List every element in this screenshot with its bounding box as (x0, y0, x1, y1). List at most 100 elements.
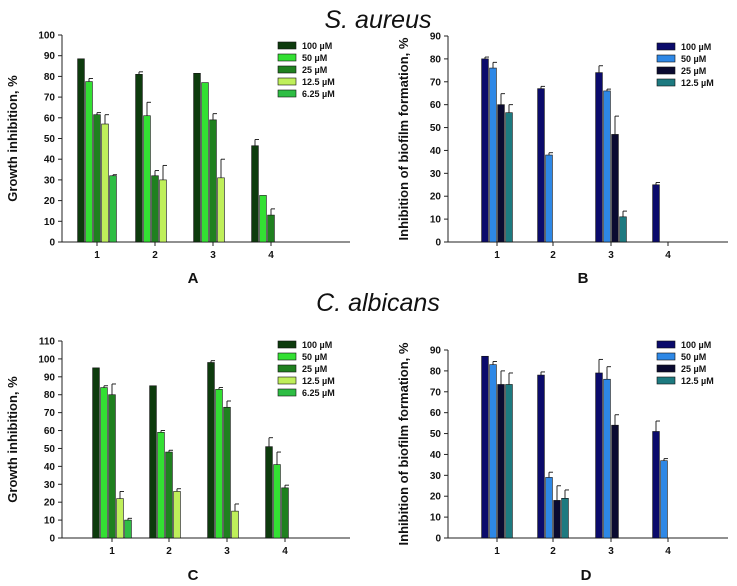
bar (273, 464, 281, 539)
bar (215, 389, 223, 539)
y-tick-label: 40 (44, 462, 56, 473)
bar (85, 81, 93, 243)
bar (193, 72, 201, 243)
y-tick-label: 100 (38, 354, 55, 365)
y-tick-label: 10 (430, 513, 442, 524)
bar (611, 424, 619, 539)
legend-entry: 12.5 µM (302, 77, 335, 87)
legend-entry: 6.25 µM (302, 89, 335, 99)
legend-swatch (656, 42, 676, 51)
bar (481, 58, 489, 243)
bar (159, 179, 167, 243)
x-tick-label: 4 (665, 250, 671, 261)
y-axis-title: Inhibition of biofilm formation, % (396, 342, 411, 545)
bar (217, 177, 225, 243)
y-tick-label: 10 (44, 217, 56, 228)
bar (207, 362, 215, 539)
y-tick-label: 90 (430, 32, 442, 43)
bar (223, 406, 231, 539)
x-tick-label: 1 (494, 546, 500, 557)
heading-c-albicans: C. albicans (316, 289, 440, 317)
x-tick-label: 3 (224, 546, 230, 557)
y-tick-label: 20 (430, 192, 442, 203)
legend-entry: 50 µM (681, 54, 706, 64)
legend-entry: 12.5 µM (302, 376, 335, 386)
y-tick-label: 30 (430, 471, 442, 482)
legend-swatch (277, 89, 297, 98)
legend-entry: 100 µM (681, 340, 711, 350)
bar (505, 384, 513, 539)
bar (652, 184, 660, 243)
x-tick-label: 2 (550, 250, 556, 261)
y-tick-label: 80 (44, 72, 56, 83)
legend-swatch (277, 77, 297, 86)
bar (537, 374, 545, 539)
x-tick-label: 1 (109, 546, 115, 557)
x-tick-label: 3 (210, 250, 216, 261)
x-tick-label: 2 (152, 250, 158, 261)
chart-panel-d: 0 10 20 30 40 50 60 70 80 90 1 2 3 4 100 µM 50 µM 25 µM 1… (396, 340, 728, 584)
y-tick-label: 80 (430, 366, 442, 377)
y-tick-label: 10 (430, 215, 442, 226)
legend-swatch (656, 340, 676, 349)
panel-label: D (581, 567, 592, 584)
y-tick-label: 0 (435, 534, 441, 545)
y-tick-label: 40 (44, 155, 56, 166)
y-tick-label: 30 (44, 175, 56, 186)
x-tick-label: 1 (94, 250, 100, 261)
y-tick-label: 0 (49, 238, 55, 249)
y-tick-label: 70 (44, 408, 56, 419)
y-tick-label: 0 (49, 534, 55, 545)
y-tick-label: 70 (44, 93, 56, 104)
x-tick-label: 3 (608, 250, 614, 261)
legend-swatch (277, 364, 297, 373)
bar (553, 500, 561, 539)
bar (157, 432, 165, 539)
panel-label: B (578, 270, 589, 287)
y-tick-label: 110 (39, 337, 56, 348)
y-tick-label: 50 (44, 134, 56, 145)
bar (611, 134, 619, 243)
bar (652, 431, 660, 539)
y-tick-label: 90 (44, 372, 56, 383)
bar (77, 58, 85, 243)
bar (231, 510, 239, 539)
bar (143, 115, 151, 243)
legend-entry: 100 µM (302, 340, 332, 350)
legend-swatch (656, 78, 676, 87)
y-tick-label: 50 (430, 429, 442, 440)
x-tick-label: 4 (268, 250, 274, 261)
legend-swatch (277, 340, 297, 349)
bar (660, 460, 668, 539)
bar (497, 384, 505, 539)
y-tick-label: 30 (430, 169, 442, 180)
bar (116, 498, 124, 539)
legend-swatch (656, 376, 676, 385)
legend-entry: 12.5 µM (681, 78, 714, 88)
bar (259, 195, 267, 243)
bar (281, 487, 289, 539)
bar (267, 214, 275, 243)
x-tick-label: 2 (550, 546, 556, 557)
bar (481, 355, 489, 539)
x-tick-label: 3 (608, 546, 614, 557)
y-tick-label: 50 (44, 444, 56, 455)
bar (108, 394, 116, 539)
chart-panel-b: 0 10 20 30 40 50 60 70 80 90 1 2 3 4 100 µM 50 µM 25 µM 1… (396, 32, 728, 287)
bar (109, 175, 117, 243)
legend-entry: 6.25 µM (302, 388, 335, 398)
bar (92, 367, 100, 539)
bar (603, 90, 611, 243)
y-tick-label: 40 (430, 450, 442, 461)
bar (201, 82, 209, 243)
bar (165, 451, 173, 539)
bar (545, 477, 553, 539)
legend-swatch (277, 352, 297, 361)
y-tick-label: 90 (44, 51, 56, 62)
y-tick-label: 20 (430, 492, 442, 503)
chart-panel-c: 0 10 20 30 40 50 60 70 80 90 100 110 1 2 3 4 100 µM 50 µM… (5, 337, 350, 584)
bar (149, 385, 157, 539)
x-tick-label: 2 (166, 546, 172, 557)
y-tick-label: 20 (44, 498, 56, 509)
